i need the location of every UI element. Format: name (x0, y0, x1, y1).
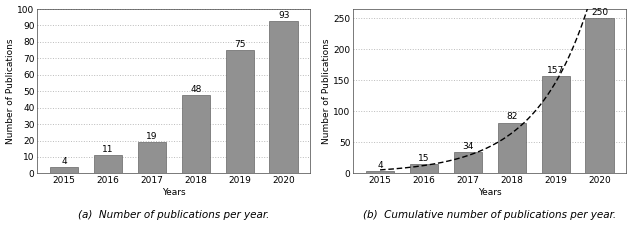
Text: 15: 15 (418, 154, 430, 163)
Text: 4: 4 (61, 157, 67, 166)
Text: 75: 75 (234, 40, 246, 49)
Text: 93: 93 (278, 11, 289, 20)
Bar (181, 94, 210, 173)
Text: 82: 82 (506, 112, 518, 121)
Bar (454, 152, 482, 173)
Y-axis label: Number of Publications: Number of Publications (6, 38, 15, 144)
Text: 4: 4 (377, 161, 383, 170)
Bar (366, 171, 394, 173)
Text: 157: 157 (547, 66, 564, 75)
Bar (269, 20, 298, 173)
Bar (94, 155, 122, 173)
Bar (542, 76, 570, 173)
Text: 19: 19 (146, 132, 157, 141)
Bar (410, 164, 438, 173)
X-axis label: Years: Years (162, 188, 186, 197)
Bar (50, 167, 78, 173)
Text: 34: 34 (462, 142, 473, 151)
Y-axis label: Number of Publications: Number of Publications (322, 38, 331, 144)
Text: (a)  Number of publications per year.: (a) Number of publications per year. (78, 211, 270, 220)
Bar (585, 18, 614, 173)
Text: (b)  Cumulative number of publications per year.: (b) Cumulative number of publications pe… (363, 211, 616, 220)
Bar (497, 123, 526, 173)
Text: 48: 48 (190, 85, 202, 94)
Bar (226, 50, 254, 173)
X-axis label: Years: Years (478, 188, 502, 197)
Text: 250: 250 (591, 8, 609, 17)
Bar (138, 142, 166, 173)
Text: 11: 11 (102, 146, 114, 155)
